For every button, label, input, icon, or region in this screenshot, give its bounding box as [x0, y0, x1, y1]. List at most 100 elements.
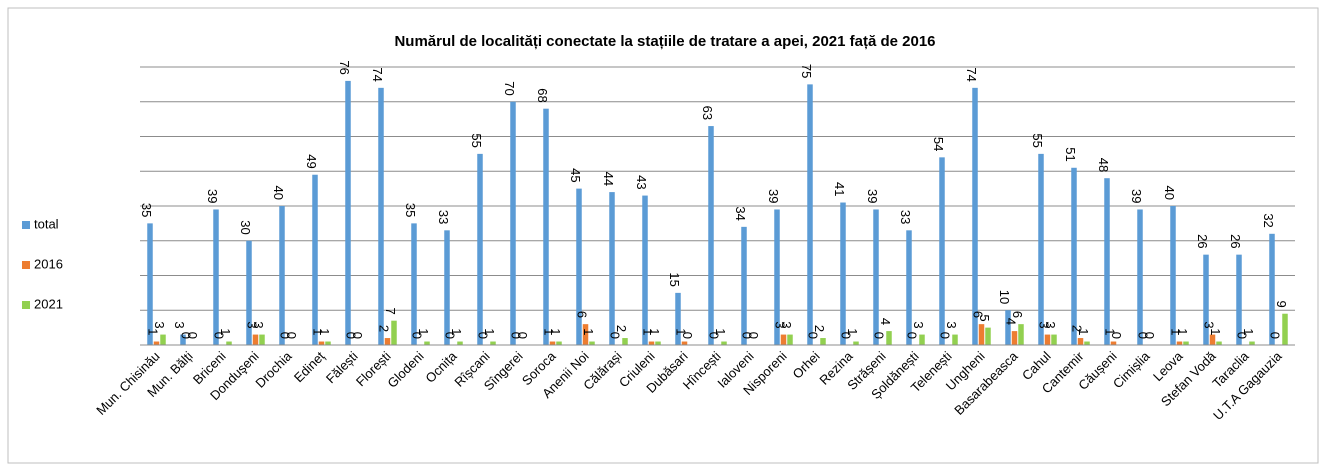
bar [721, 341, 727, 345]
bar [906, 230, 912, 345]
data-label: 55 [469, 133, 484, 147]
data-label: 40 [1162, 186, 1177, 200]
data-label: 70 [502, 81, 517, 95]
data-label: 39 [766, 189, 781, 203]
data-label: 1 [311, 328, 326, 335]
data-label: 33 [436, 210, 451, 224]
data-label: 1 [548, 328, 563, 335]
data-label: 1 [1208, 328, 1223, 335]
bar [1216, 341, 1222, 345]
bar [1038, 153, 1044, 345]
data-label: 0 [872, 332, 887, 339]
data-label: 0 [1268, 332, 1283, 339]
bar [1084, 341, 1090, 345]
bar [675, 292, 681, 345]
bar [457, 341, 463, 345]
bar [919, 334, 925, 345]
bar [972, 87, 978, 345]
data-label: 1 [482, 328, 497, 335]
data-label: 0 [680, 332, 695, 339]
bar [153, 341, 160, 345]
data-label: 35 [403, 203, 418, 217]
data-label: 0 [1235, 332, 1250, 339]
bar [708, 126, 714, 345]
data-label: 0 [806, 332, 821, 339]
data-label: 3 [1037, 321, 1052, 328]
data-label: 1 [845, 328, 860, 335]
data-label: 6 [575, 311, 590, 318]
bar [325, 341, 331, 345]
bar [1183, 341, 1189, 345]
data-label: 2 [1070, 325, 1085, 332]
legend-label: 2016 [34, 256, 63, 271]
legend-swatch [22, 301, 30, 309]
data-label: 49 [304, 154, 319, 168]
bar [1018, 324, 1024, 345]
bar [642, 195, 648, 345]
bar [345, 80, 351, 346]
bar [378, 87, 384, 345]
data-label: 0 [839, 332, 854, 339]
data-label: 3 [172, 321, 187, 328]
bar [1236, 254, 1242, 345]
data-label: 15 [667, 272, 682, 286]
data-label: 4 [1004, 318, 1019, 325]
data-label: 1 [317, 328, 332, 335]
data-label: 2 [614, 325, 629, 332]
data-label: 0 [284, 332, 299, 339]
data-label: 3 [779, 321, 794, 328]
legend-swatch [22, 261, 30, 269]
bar [1137, 209, 1143, 345]
bar [147, 223, 153, 345]
data-label: 0 [212, 332, 227, 339]
bar [318, 341, 325, 345]
bar [1104, 178, 1110, 345]
bar [589, 341, 595, 345]
bar [444, 230, 450, 345]
data-label: 9 [1274, 300, 1289, 307]
data-label: 6 [1010, 311, 1025, 318]
data-label: 0 [278, 332, 293, 339]
bar [160, 334, 166, 345]
bar [543, 108, 549, 345]
data-label: 76 [337, 60, 352, 74]
data-label: 39 [865, 189, 880, 203]
data-label: 33 [898, 210, 913, 224]
bar [807, 84, 813, 345]
data-label: 0 [1136, 332, 1151, 339]
data-label: 1 [146, 328, 161, 335]
bar [490, 341, 496, 345]
bar [556, 341, 562, 345]
data-label: 39 [205, 189, 220, 203]
legend-label: 2021 [34, 296, 63, 311]
bar [820, 338, 826, 345]
data-label: 30 [238, 220, 253, 234]
bar [1011, 331, 1018, 345]
data-label: 0 [1109, 332, 1124, 339]
data-label: 1 [674, 328, 689, 335]
data-label: 2 [812, 325, 827, 332]
data-label: 3 [944, 321, 959, 328]
data-label: 35 [139, 203, 154, 217]
data-label: 55 [1030, 133, 1045, 147]
bar [1176, 341, 1183, 345]
data-label: 43 [634, 175, 649, 189]
bar [576, 188, 582, 345]
data-label: 0 [350, 332, 365, 339]
data-label: 1 [1169, 328, 1184, 335]
bar [226, 341, 232, 345]
data-label: 7 [383, 307, 398, 314]
data-label: 1 [449, 328, 464, 335]
bar [1044, 334, 1051, 345]
data-label: 45 [568, 168, 583, 182]
bar [1077, 338, 1084, 345]
bar [252, 334, 259, 345]
data-label: 1 [1076, 328, 1091, 335]
data-label: 68 [535, 88, 550, 102]
bar [873, 209, 879, 345]
bar [1203, 254, 1209, 345]
bar [1269, 233, 1275, 345]
data-label: 0 [443, 332, 458, 339]
bar [741, 226, 747, 345]
